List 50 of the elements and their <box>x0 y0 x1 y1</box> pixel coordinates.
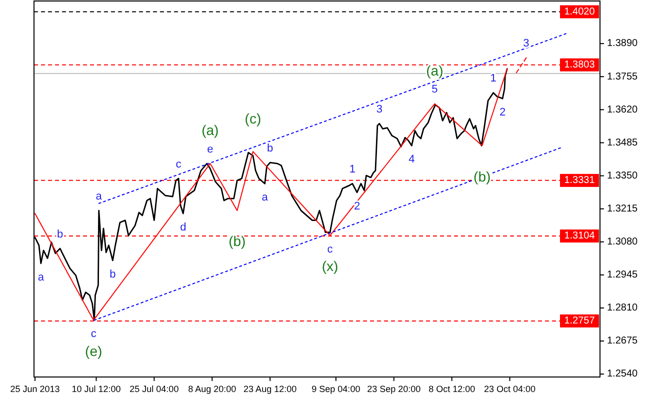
y-tick-label: 1.3755 <box>607 71 638 82</box>
y-tick-label: 1.3620 <box>607 104 638 116</box>
annotation: a <box>38 271 45 284</box>
annotation: (e) <box>85 342 102 359</box>
ref-line-label: 1.3331 <box>564 175 596 186</box>
ref-line-label: 1.3104 <box>564 230 596 242</box>
x-tick-label: 23 Sep 20:00 <box>367 384 421 394</box>
annotation: 3 <box>376 104 382 116</box>
y-tick-label: 1.2540 <box>607 368 638 380</box>
x-tick-label: 25 Jul 04:00 <box>130 384 179 394</box>
annotation: c <box>90 328 97 340</box>
x-tick-label: 23 Aug 12:00 <box>244 384 297 394</box>
annotation: e <box>207 143 214 156</box>
y-tick-label: 1.2810 <box>607 302 638 314</box>
y-tick-label: 1.2945 <box>607 270 638 281</box>
annotation: (c) <box>244 110 262 126</box>
y-tick-label: 1.3080 <box>607 236 638 248</box>
x-tick-label: 8 Aug 20:00 <box>188 384 236 394</box>
annotation: c <box>327 243 334 256</box>
y-tick-label: 1.3215 <box>607 203 638 214</box>
x-tick-label: 23 Oct 04:00 <box>484 384 536 394</box>
ref-line-label: 1.3803 <box>564 60 596 71</box>
annotation: 4 <box>408 154 415 166</box>
annotation: 3 <box>523 38 530 50</box>
x-tick-label: 8 Oct 12:00 <box>428 384 476 394</box>
annotation: b <box>56 228 64 240</box>
y-tick-label: 1.3350 <box>607 170 638 182</box>
annotation: b <box>267 142 274 154</box>
annotation: a <box>96 190 103 202</box>
ref-line-label: 1.2757 <box>564 316 596 327</box>
x-tick-label: 9 Sep 04:00 <box>312 384 360 394</box>
annotation: b <box>110 268 116 280</box>
annotation: 1 <box>349 164 356 176</box>
annotation: d <box>180 221 186 234</box>
annotation: a <box>262 192 269 204</box>
annotation: (a) <box>202 122 219 138</box>
annotation: (x) <box>322 258 338 274</box>
annotation: c <box>176 158 182 170</box>
annotation: (a) <box>426 62 444 79</box>
annotation: 5 <box>432 84 438 96</box>
y-tick-label: 1.3485 <box>607 137 638 148</box>
x-tick-label: 25 Jun 2013 <box>10 384 60 394</box>
annotation: 2 <box>354 200 360 212</box>
annotation: 2 <box>499 106 506 119</box>
annotation: 1 <box>490 72 496 85</box>
annotation: (b) <box>228 233 246 250</box>
y-tick-label: 1.2675 <box>607 336 638 347</box>
y-tick-label: 1.3890 <box>607 38 638 50</box>
x-tick-label: 10 Jul 12:00 <box>72 384 121 394</box>
ref-line-label: 1.4020 <box>564 6 596 18</box>
